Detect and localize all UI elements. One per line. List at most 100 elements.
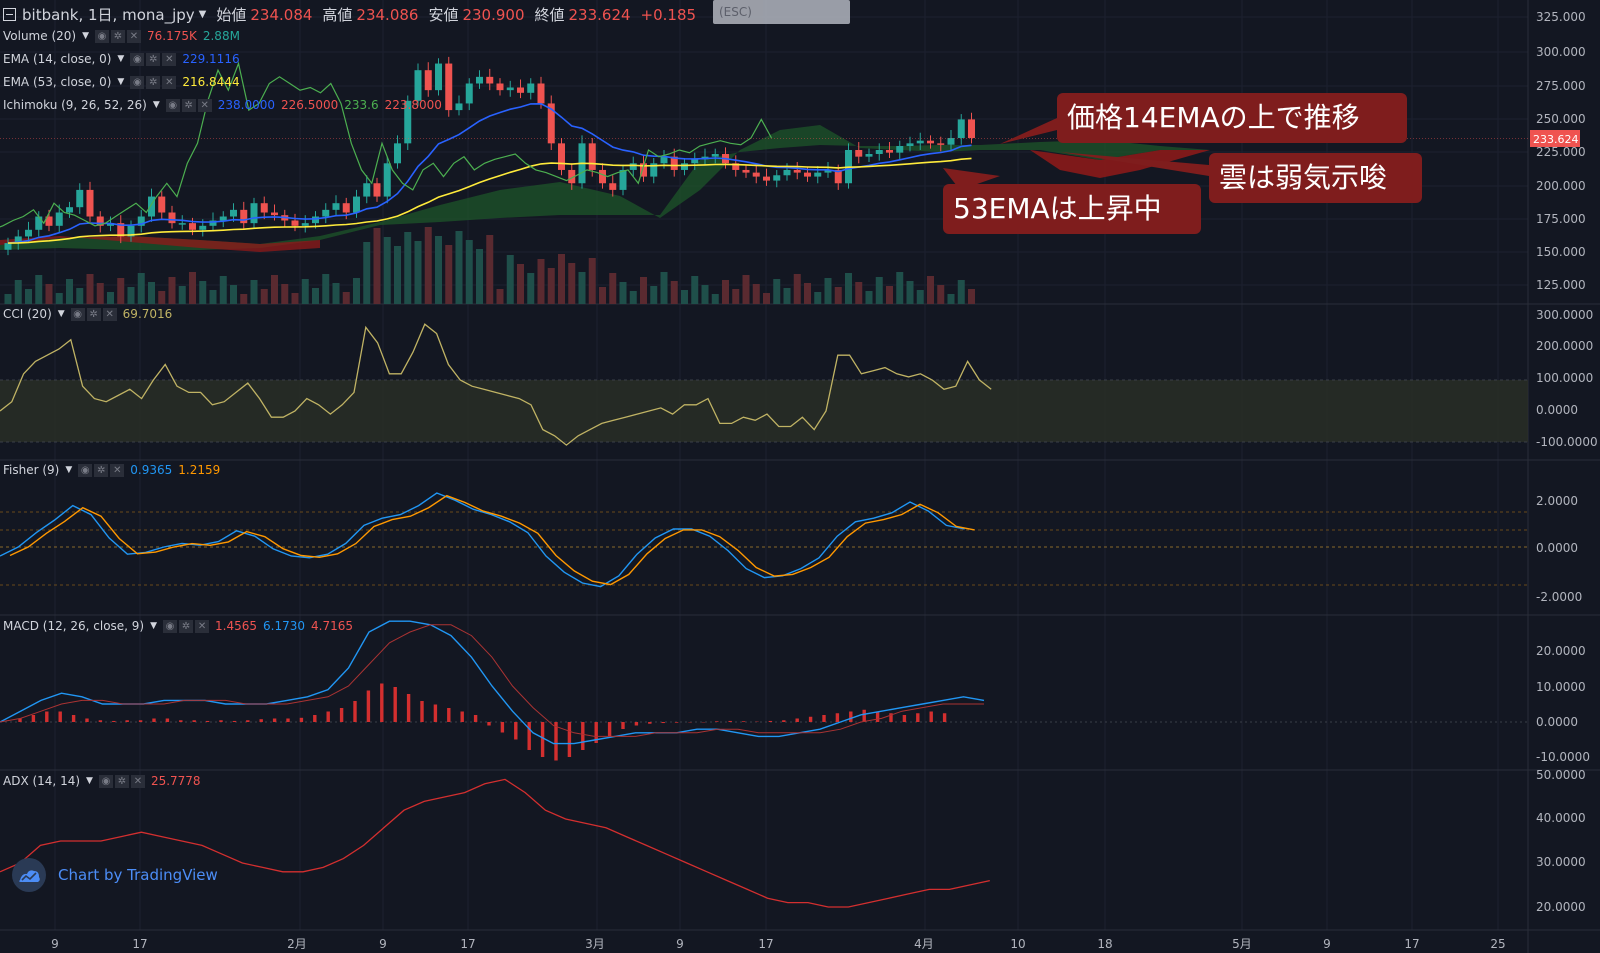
candle-body [855, 150, 863, 157]
close-icon[interactable]: ✕ [102, 307, 117, 321]
close-icon[interactable]: ✕ [162, 52, 177, 66]
macd-histogram-bar [219, 720, 223, 722]
annotation-ema53-rising[interactable]: 53EMAは上昇中 [943, 184, 1201, 234]
ichimoku-legend[interactable]: Ichimoku (9, 26, 52, 26) ▼ ◉ ✲ ✕ 238.0000 … [3, 98, 442, 112]
gear-icon[interactable]: ✲ [146, 75, 161, 89]
ichimoku-lagging-line [0, 61, 773, 228]
ema14-line [7, 102, 972, 244]
volume-bar [968, 289, 975, 304]
chevron-down-icon[interactable]: ▼ [152, 100, 160, 110]
fisher-axis-label: 0.0000 [1536, 541, 1578, 555]
time-axis-label: 3月 [585, 937, 605, 951]
candle-body [96, 216, 104, 226]
ema53-legend[interactable]: EMA (53, close, 0) ▼ ◉ ✲ ✕ 216.8444 [3, 75, 240, 89]
cci-legend[interactable]: CCI (20) ▼ ◉ ✲ ✕ 69.7016 [3, 307, 172, 321]
volume-bar [209, 290, 217, 304]
gear-icon[interactable]: ✲ [114, 774, 129, 788]
macd-histogram-bar [45, 711, 49, 722]
collapse-icon[interactable] [3, 8, 16, 21]
volume-bar [107, 292, 114, 304]
volume-bar [240, 294, 248, 304]
candle-body [506, 87, 514, 91]
annotation-price-above-ema14[interactable]: 価格14EMAの上で推移 [1057, 93, 1407, 143]
legend-controls: ◉ ✲ ✕ [78, 463, 125, 477]
candle-body [865, 153, 873, 157]
legend-controls: ◉ ✲ ✕ [165, 98, 212, 112]
eye-icon[interactable]: ◉ [78, 463, 93, 477]
price-axis-label: 250.000 [1536, 112, 1586, 126]
candle-body [383, 163, 391, 197]
chevron-down-icon[interactable]: ▼ [65, 465, 73, 475]
chevron-down-icon[interactable]: ▼ [82, 31, 89, 41]
chevron-down-icon[interactable]: ▼ [86, 776, 93, 786]
gear-icon[interactable]: ✲ [86, 307, 101, 321]
eye-icon[interactable]: ◉ [70, 307, 85, 321]
volume-bar [414, 241, 422, 304]
gear-icon[interactable]: ✲ [179, 619, 194, 633]
volume-bar [137, 273, 145, 304]
gear-icon[interactable]: ✲ [181, 98, 196, 112]
adx-line [0, 778, 990, 908]
macd-histogram-bar [259, 719, 263, 722]
volume-legend[interactable]: Volume (20) ▼ ◉ ✲ ✕ 76.175K 2.88M [3, 29, 240, 43]
fisher-legend[interactable]: Fisher (9) ▼ ◉ ✲ ✕ 0.9365 1.2159 [3, 463, 220, 477]
volume-bar [404, 232, 412, 304]
chevron-down-icon[interactable]: ▼ [117, 77, 125, 87]
adx-legend[interactable]: ADX (14, 14) ▼ ◉ ✲ ✕ 25.7778 [3, 774, 201, 788]
chevron-down-icon[interactable]: ▼ [198, 9, 207, 20]
ema14-legend[interactable]: EMA (14, close, 0) ▼ ◉ ✲ ✕ 229.1116 [3, 52, 240, 66]
close-icon[interactable]: ✕ [127, 29, 141, 43]
candle-body [199, 225, 207, 230]
adx-name: ADX (14, 14) [3, 774, 81, 788]
tradingview-brand[interactable]: Chart by TradingView [12, 858, 218, 892]
volume-bar [752, 284, 760, 304]
macd-axis-label: 10.0000 [1536, 680, 1586, 694]
macd-signal-line [0, 624, 984, 737]
volume-bar [199, 281, 207, 304]
esc-hint[interactable]: (ESC) [713, 0, 850, 24]
close-icon[interactable]: ✕ [162, 75, 177, 89]
close-icon[interactable]: ✕ [195, 619, 210, 633]
candle-body [517, 87, 524, 93]
candle-body [588, 143, 596, 170]
volume-bar [845, 273, 852, 304]
annotation-cloud-bearish[interactable]: 雲は弱気示唆 [1209, 153, 1422, 203]
macd-histogram-bar [500, 722, 505, 733]
gear-icon[interactable]: ✲ [146, 52, 161, 66]
price-axis-label: 300.000 [1536, 45, 1586, 59]
eye-icon[interactable]: ◉ [98, 774, 113, 788]
eye-icon[interactable]: ◉ [163, 619, 178, 633]
ichimoku-base: 226.5000 [281, 98, 339, 112]
fisher-line [0, 492, 965, 588]
candle-body [455, 103, 463, 111]
volume-bar [158, 291, 166, 304]
candle-body [947, 138, 955, 145]
macd-histogram-bar [942, 713, 947, 722]
eye-icon[interactable]: ◉ [130, 52, 145, 66]
candle-body [250, 203, 258, 224]
volume-bar [875, 277, 883, 304]
candle-body [732, 163, 740, 170]
candle-body [558, 143, 565, 170]
chevron-down-icon[interactable]: ▼ [117, 54, 125, 64]
eye-icon[interactable]: ◉ [130, 75, 145, 89]
gear-icon[interactable]: ✲ [111, 29, 125, 43]
close-icon[interactable]: ✕ [110, 463, 125, 477]
volume-bar [547, 268, 555, 304]
symbol-title[interactable]: bitbank, 1日, mona_jpy [22, 6, 195, 24]
close-icon[interactable]: ✕ [197, 98, 212, 112]
eye-icon[interactable]: ◉ [95, 29, 109, 43]
chevron-down-icon[interactable]: ▼ [150, 621, 158, 631]
macd-histogram-bar [782, 720, 786, 722]
volume-bar [424, 227, 432, 304]
time-axis-label: 17 [132, 937, 147, 951]
macd-legend[interactable]: MACD (12, 26, close, 9) ▼ ◉ ✲ ✕ 1.4565 6.1… [3, 619, 353, 633]
chevron-down-icon[interactable]: ▼ [57, 309, 65, 319]
grid [0, 0, 1528, 930]
close-icon[interactable]: ✕ [130, 774, 145, 788]
macd-histogram-bar [862, 709, 866, 722]
eye-icon[interactable]: ◉ [165, 98, 180, 112]
gear-icon[interactable]: ✲ [94, 463, 109, 477]
candle-body [55, 212, 63, 226]
